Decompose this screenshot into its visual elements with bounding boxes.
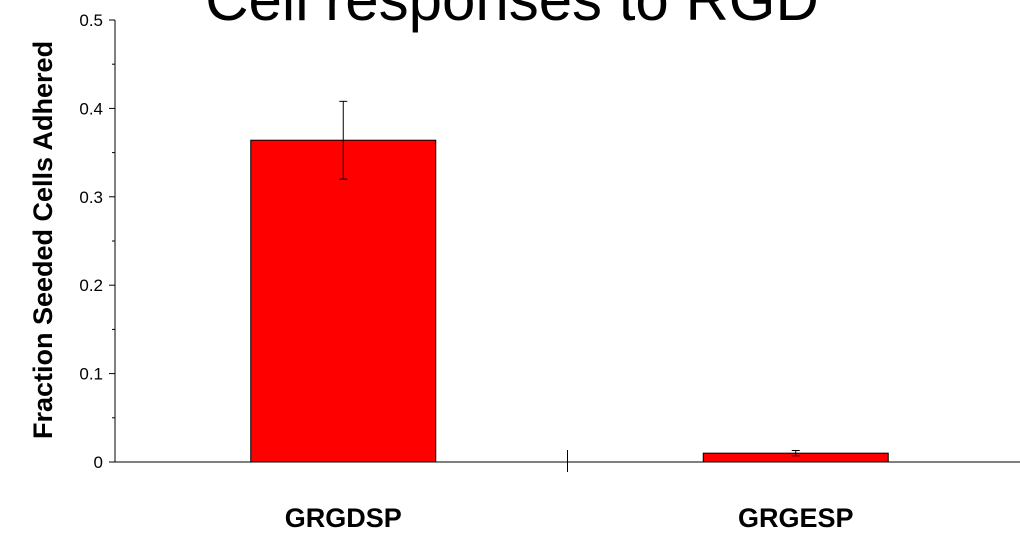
x-category-label: GRGDSP [285, 503, 402, 533]
y-tick-label: 0 [94, 453, 103, 472]
chart-title: Cell responses to RGD [205, 0, 819, 33]
y-tick-label: 0.3 [79, 188, 103, 207]
plot-area: 0 0.1 0.2 0.3 0.4 0.5 GRGDSP GRGESP [79, 11, 1020, 533]
y-axis-label: Fraction Seeded Cells Adhered [28, 41, 58, 439]
y-tick-label: 0.4 [79, 99, 103, 118]
x-category-label: GRGESP [738, 503, 854, 533]
y-tick-label: 0.2 [79, 276, 103, 295]
y-tick-label: 0.1 [79, 365, 103, 384]
y-tick-label: 0.5 [79, 11, 103, 30]
bar-grgdsp [250, 139, 437, 463]
